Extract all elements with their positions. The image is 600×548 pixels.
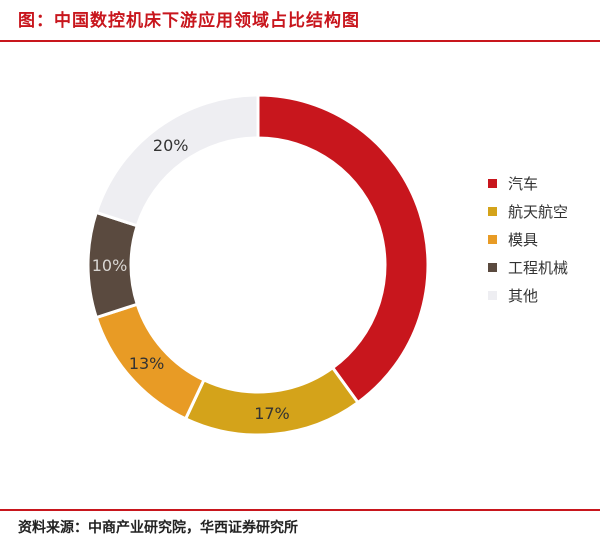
legend: 汽车 航天航空 模具 工程机械 其他 [488,169,568,309]
legend-label-construction-machinery: 工程机械 [508,258,569,277]
slice-aerospace [183,365,361,437]
source-note: 资料来源：中商产业研究院，华西证券研究所 [18,520,298,536]
legend-label-car: 汽车 [508,174,539,193]
legend-item-mold: 模具 [488,225,568,253]
legend-label-mold: 模具 [508,230,539,249]
slice-car [256,93,430,405]
chart-title: 图：中国数控机床下游应用领域占比结构图 [18,11,360,31]
legend-label-aerospace: 航天航空 [508,202,569,221]
legend-label-other: 其他 [508,286,539,305]
legend-swatch-car [488,178,497,188]
legend-item-other: 其他 [488,281,568,309]
legend-item-aerospace: 航天航空 [488,197,568,225]
slice-label-other: 20% [153,136,189,155]
legend-swatch-aerospace [488,206,497,216]
source-divider [0,509,600,511]
slice-label-aerospace: 17% [254,404,290,423]
legend-swatch-construction-machinery [488,262,497,272]
legend-swatch-other [488,290,497,300]
slice-label-mold: 13% [129,354,165,373]
legend-swatch-mold [488,234,497,244]
slice-label-construction-machinery: 10% [92,256,128,275]
donut-chart: 17% 13% 10% 20% [86,93,430,437]
legend-item-car: 汽车 [488,169,568,197]
legend-item-construction-machinery: 工程机械 [488,253,568,281]
slice-other [94,93,260,228]
title-divider [0,40,600,42]
